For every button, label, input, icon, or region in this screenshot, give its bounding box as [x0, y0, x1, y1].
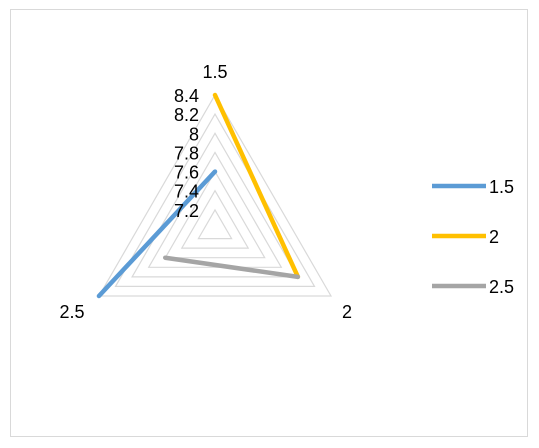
axis-label-2: 2: [342, 302, 352, 322]
radial-tick-label: 7.2: [174, 201, 199, 221]
grid-ring-0: [198, 210, 231, 239]
series-line-2: [215, 95, 298, 277]
radial-tick-label: 8.2: [174, 105, 199, 125]
legend: 1.5 2 2.5: [432, 177, 514, 297]
legend-label-1.5: 1.5: [489, 177, 514, 197]
radial-tick-label: 8: [189, 124, 199, 144]
radial-tick-label: 8.4: [174, 86, 199, 106]
axis-label-1.5: 1.5: [202, 62, 227, 82]
radial-tick-label: 7.8: [174, 143, 199, 163]
legend-label-2.5: 2.5: [489, 277, 514, 297]
axis-label-2.5: 2.5: [59, 302, 84, 322]
grid-ring-5: [116, 114, 315, 286]
grid-ring-4: [132, 133, 298, 277]
legend-label-2: 2: [489, 227, 499, 247]
axis-labels: 1.5 2 2.5: [59, 62, 352, 322]
radial-tick-label: 7.6: [174, 163, 199, 183]
radial-tick-labels: 7.27.47.67.888.28.4: [174, 86, 199, 221]
radial-tick-label: 7.4: [174, 182, 199, 202]
